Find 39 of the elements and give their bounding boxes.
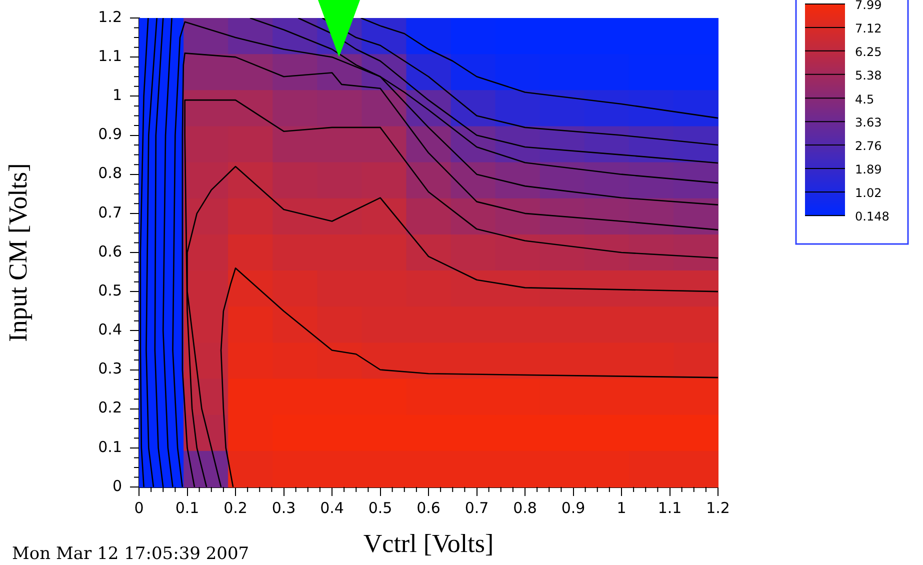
x-tick-label: 0.2 <box>224 498 248 517</box>
x-tick-label: 1.2 <box>706 498 730 517</box>
x-tick-label: 1.1 <box>658 498 682 517</box>
y-tick-label: 0.9 <box>98 125 122 144</box>
y-tick-label: 0.2 <box>98 398 122 417</box>
color-bar-label: 5.38 <box>855 68 882 83</box>
color-bar-label: 6.25 <box>855 45 882 60</box>
x-tick-label: 0.9 <box>561 498 586 517</box>
color-bar-label: 1.89 <box>855 162 882 177</box>
x-tick-label: 0.8 <box>513 498 537 517</box>
x-axis-title: Vctrl [Volts] <box>363 529 494 558</box>
x-tick-label: 0.4 <box>320 498 344 517</box>
x-tick-label: 0 <box>134 498 144 517</box>
x-tick-label: 0.3 <box>272 498 296 517</box>
y-tick-label: 0 <box>112 476 122 495</box>
color-bar-label: 4.5 <box>855 92 874 106</box>
y-tick-label: 0.7 <box>98 203 122 222</box>
y-tick-label: 1.1 <box>98 46 122 65</box>
color-bar-label: 7.12 <box>855 22 882 36</box>
x-tick-label: 0.6 <box>416 498 440 517</box>
x-tick-label: 1 <box>616 498 626 517</box>
x-tick-label: 0.5 <box>368 498 392 517</box>
y-tick-label: 1.2 <box>98 8 122 26</box>
x-tick-label: 0.7 <box>464 498 489 517</box>
y-tick-label: 0.6 <box>98 242 122 260</box>
text: Mon Mar 12 17:05:39 2007 <box>12 544 250 564</box>
x-tick-label: 0.1 <box>175 498 200 517</box>
color-bar-label: 7.99 <box>855 0 882 12</box>
y-tick-label: 0.8 <box>98 164 122 182</box>
color-bar-label: 0.148 <box>855 210 890 224</box>
color-bar-label: 2.76 <box>855 139 882 154</box>
y-tick-label: 1 <box>112 86 122 104</box>
y-tick-label: 0.5 <box>98 281 122 300</box>
y-tick-label: 0.3 <box>98 360 122 378</box>
color-bar-label: 3.63 <box>855 116 882 130</box>
color-bar-label: 1.02 <box>855 186 882 200</box>
y-tick-label: 0.1 <box>98 438 122 456</box>
y-axis-title: Input CM [Volts] <box>3 163 32 342</box>
y-tick-label: 0.4 <box>98 320 122 339</box>
